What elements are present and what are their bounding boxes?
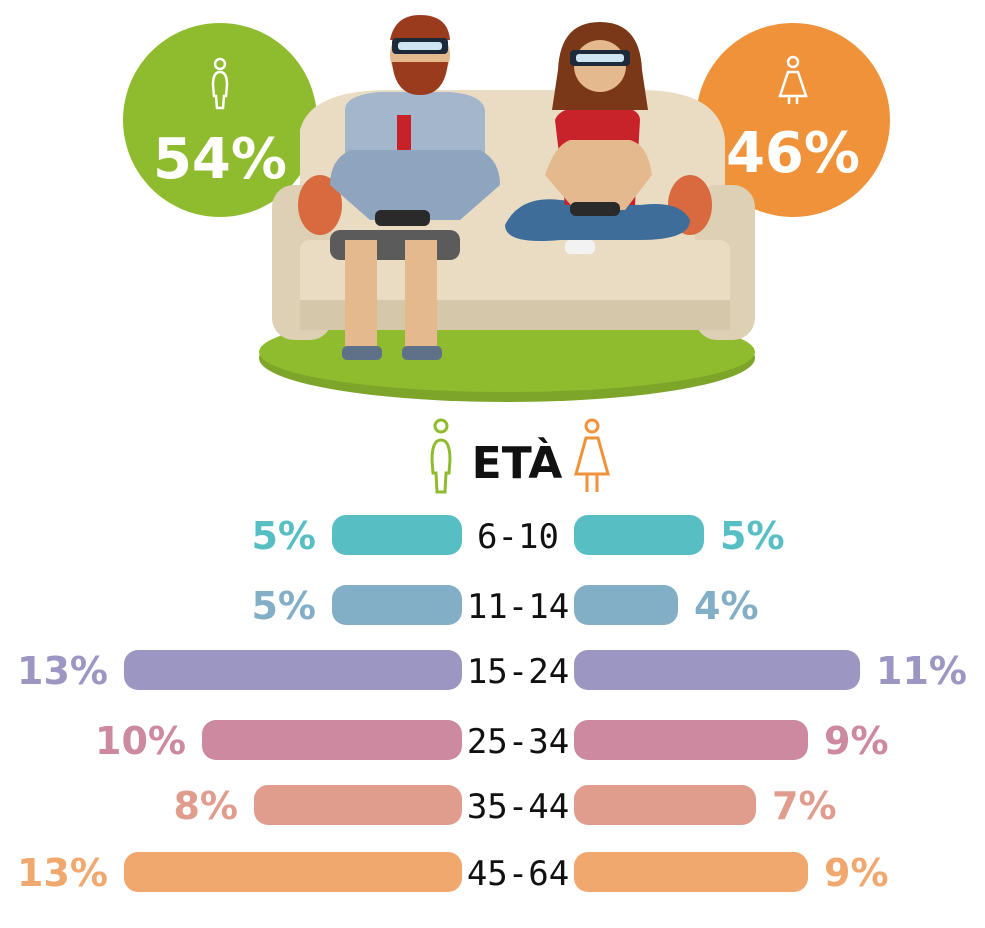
male-value-15-24: 13% [17,649,108,693]
male-outline-icon [430,418,452,494]
female-bar-45-64 [574,852,808,892]
chart-heading: ETÀ [430,418,610,494]
male-bar-25-34 [202,720,462,760]
male-share-value: 54% [153,127,287,192]
female-value-11-14: 4% [694,584,759,628]
female-value-45-64: 9% [824,851,889,895]
female-share-badge: 46% [696,23,890,217]
man-figure [330,15,500,360]
age-label-15-24: 15-24 [467,652,569,692]
age-label-25-34: 25-34 [467,722,569,762]
age-label-45-64: 45-64 [467,854,569,894]
woman-figure [505,22,690,254]
male-value-25-34: 10% [95,719,186,763]
male-share-circle [123,23,317,217]
female-value-35-44: 7% [772,784,837,828]
female-value-25-34: 9% [824,719,889,763]
female-bar-6-10 [574,515,704,555]
age-label-11-14: 11-14 [467,587,569,627]
male-share-badge: 54% [123,23,317,217]
female-share-circle [696,23,890,217]
female-bar-25-34 [574,720,808,760]
male-value-11-14: 5% [251,584,316,628]
male-bar-11-14 [332,585,462,625]
chart-title: ETÀ [472,436,563,489]
female-value-6-10: 5% [720,514,785,558]
male-value-35-44: 8% [173,784,238,828]
female-bar-15-24 [574,650,860,690]
male-value-45-64: 13% [17,851,108,895]
age-butterfly-chart: 6-10 5% 5% 11-14 5% 4% 15-24 13% 11% 25-34 10% 9% 35… [17,514,967,895]
female-value-15-24: 11% [876,649,967,693]
female-bar-11-14 [574,585,678,625]
male-bar-15-24 [124,650,462,690]
female-share-value: 46% [726,121,860,186]
female-outline-icon [574,418,610,492]
male-bar-6-10 [332,515,462,555]
male-bar-45-64 [124,852,462,892]
vr-couple-illustration [259,15,755,402]
age-label-6-10: 6-10 [477,517,559,557]
male-person-icon [211,57,229,110]
male-value-6-10: 5% [251,514,316,558]
age-label-35-44: 35-44 [467,787,569,827]
male-bar-35-44 [254,785,462,825]
female-bar-35-44 [574,785,756,825]
female-person-icon [778,55,808,104]
